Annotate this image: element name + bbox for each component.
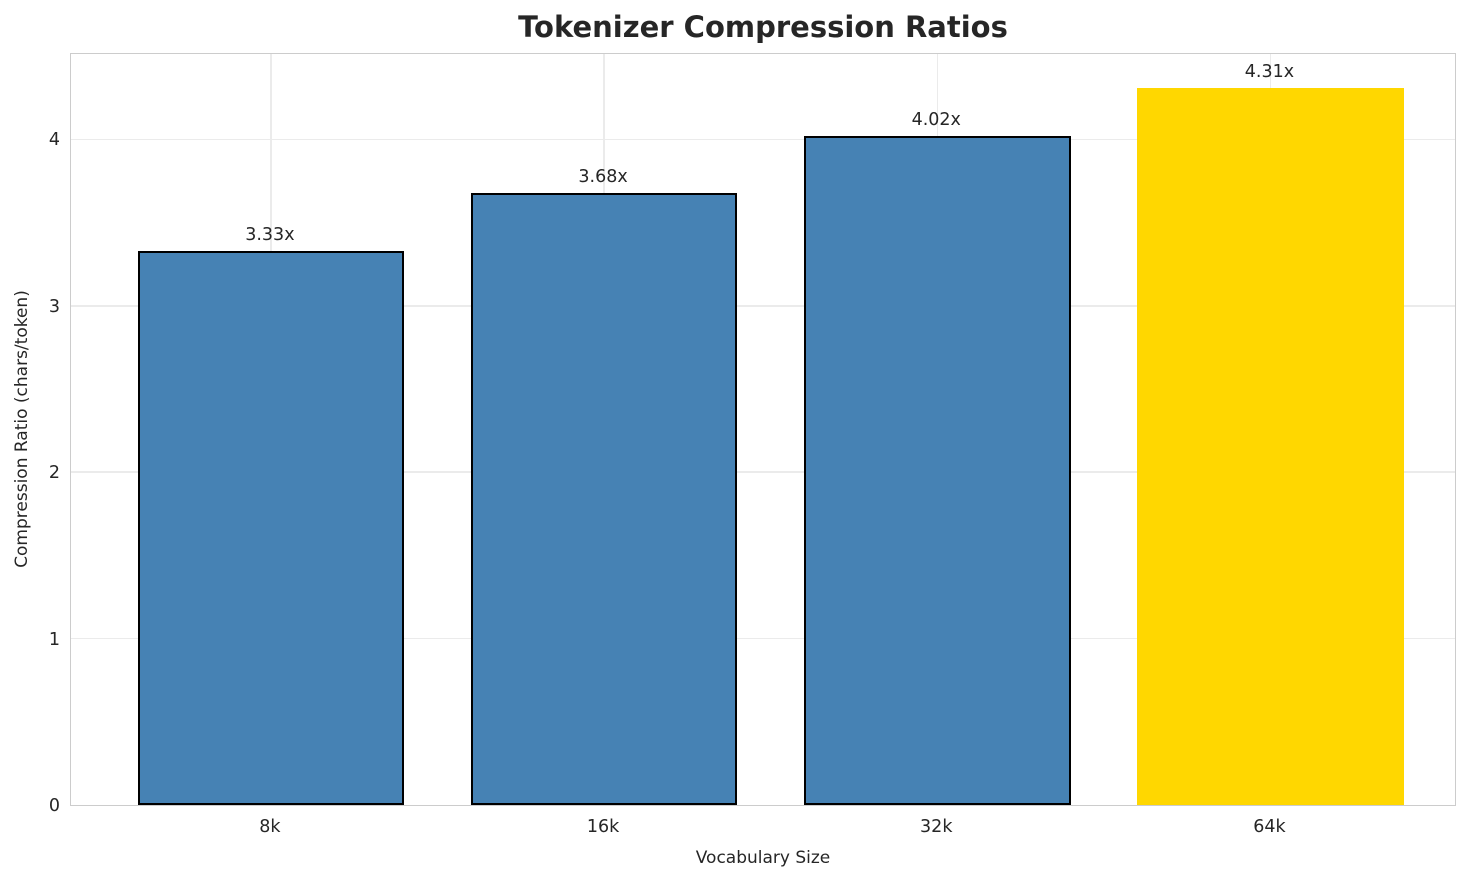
x-tick-label: 8k	[259, 817, 281, 837]
y-tick-label: 1	[48, 629, 60, 650]
x-tick-label: 16k	[586, 817, 620, 837]
x-axis-label: Vocabulary Size	[695, 848, 831, 868]
y-tick-label: 4	[48, 130, 60, 151]
y-tick-label: 0	[48, 796, 60, 816]
x-tick-label: 64k	[1253, 817, 1286, 837]
y-gridline	[71, 138, 1455, 141]
bar-value-label: 3.68x	[578, 166, 628, 187]
bar-value-label: 3.33x	[245, 224, 295, 245]
plot-area	[70, 53, 1456, 806]
bar-8k	[137, 250, 405, 805]
y-axis-label: Compression Ratio (chars/token)	[12, 290, 32, 568]
bar-64k	[1137, 87, 1404, 805]
bar-value-label: 4.02x	[911, 110, 961, 131]
x-tick-label: 32k	[920, 817, 953, 837]
chart-title: Tokenizer Compression Ratios	[518, 10, 1008, 44]
y-gridline	[71, 637, 1455, 640]
y-tick-label: 2	[48, 463, 60, 484]
y-gridline	[71, 471, 1455, 473]
y-tick-label: 3	[48, 296, 60, 317]
y-gridline	[71, 305, 1455, 307]
bar-32k	[803, 136, 1071, 805]
bar-value-label: 4.31x	[1244, 61, 1295, 82]
bar-16k	[470, 192, 738, 805]
